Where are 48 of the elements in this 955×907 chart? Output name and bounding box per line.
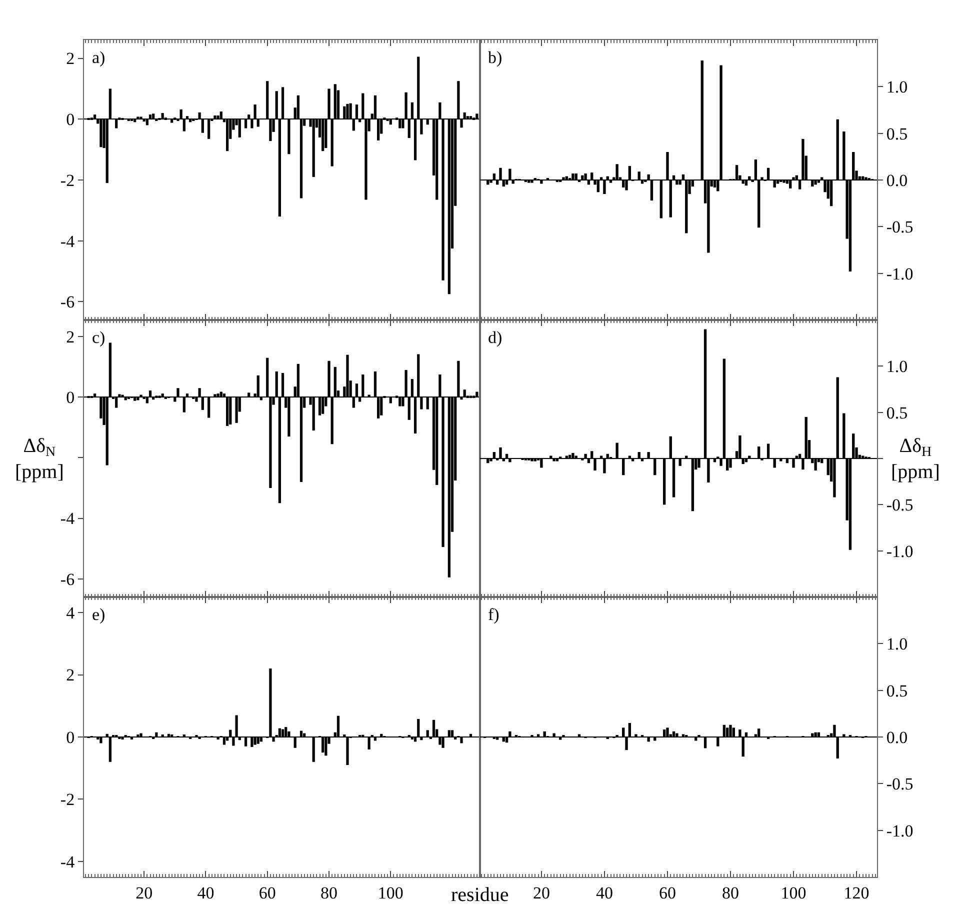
x-tick-label: 100 <box>378 883 404 902</box>
text: c) <box>92 328 106 347</box>
text: d) <box>488 328 502 347</box>
x-tick-label: 20 <box>532 883 550 902</box>
y-tick-label: -1.0 <box>886 821 914 840</box>
y-tick-label: 2 <box>66 666 75 685</box>
y-tick-label: -6 <box>60 570 75 589</box>
y-tick-label: -4 <box>60 852 76 872</box>
y-tick-label: 0 <box>66 110 75 130</box>
x-tick-label: 100 <box>780 883 806 902</box>
y-tick-label: 4 <box>66 604 76 623</box>
y-tick-label: 2 <box>66 49 75 68</box>
y-tick-label: -2 <box>60 170 75 190</box>
y-tick-label: 0 <box>66 388 75 408</box>
x-tick-label: 40 <box>197 883 214 902</box>
text: f) <box>488 605 500 624</box>
x-axis-title: residue <box>451 884 509 906</box>
y-tick-label: -6 <box>60 292 75 312</box>
y-tick-label: -0.5 <box>886 218 914 237</box>
y-tick-label: 0.0 <box>886 728 908 747</box>
y-tick-label: 1.0 <box>886 634 908 654</box>
x-tick-label: 80 <box>722 883 739 902</box>
y-tick-label: 1.0 <box>886 357 908 376</box>
x-tick-label: 40 <box>596 883 613 902</box>
y-tick-label: 1.0 <box>886 78 908 97</box>
y-axis-title: Δδ$_{N}$ [ppm] <box>15 435 64 483</box>
x-tick-label: 20 <box>136 883 153 902</box>
y-tick-label: -0.5 <box>886 774 914 794</box>
y-tick-label: 0.5 <box>886 124 908 144</box>
x-tick-label: 60 <box>658 883 676 902</box>
y-tick-label: 2 <box>66 328 75 347</box>
y-tick-label: 0.5 <box>886 403 908 422</box>
y-tick-label: 0 <box>66 728 75 747</box>
y-tick-label: -1.0 <box>886 264 914 284</box>
x-tick-label: 80 <box>320 883 338 902</box>
y-tick-label: -4 <box>60 232 76 251</box>
y-tick-label: 0.5 <box>886 681 908 700</box>
y-tick-label: 0.0 <box>886 170 908 190</box>
y-tick-label: -4 <box>60 509 76 528</box>
x-tick-label: 120 <box>844 883 870 902</box>
text: a) <box>92 48 106 67</box>
y-tick-label: -1.0 <box>886 542 914 561</box>
text: b) <box>488 48 502 67</box>
y-tick-label: -0.5 <box>886 496 914 515</box>
text: e) <box>92 605 106 624</box>
y-axis-title: Δδ$_{H}$ [ppm] <box>891 435 940 483</box>
y-tick-label: -2 <box>60 790 75 810</box>
x-tick-label: 60 <box>258 883 276 902</box>
